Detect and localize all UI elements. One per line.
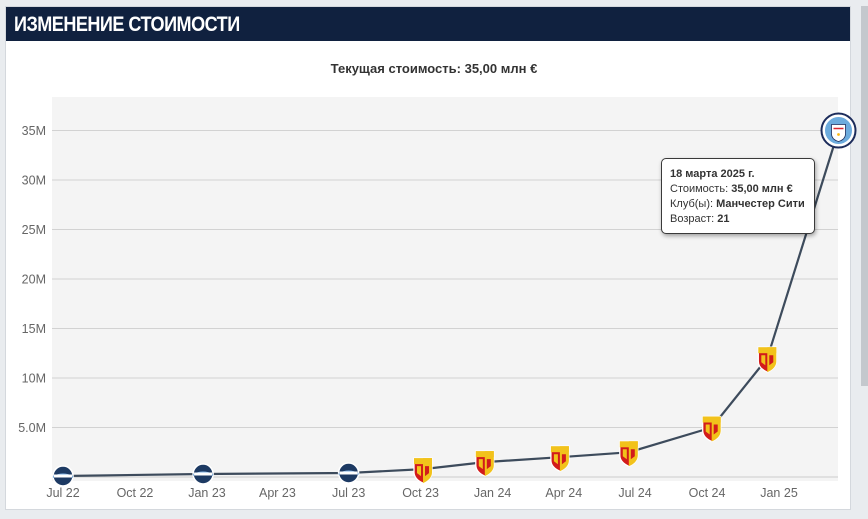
x-tick-label: Jul 24 bbox=[618, 486, 651, 500]
x-tick-label: Oct 22 bbox=[117, 486, 154, 500]
y-tick-label: 20M bbox=[22, 273, 46, 287]
rc-lens-crest-icon[interactable] bbox=[413, 457, 433, 484]
tooltip-age: 21 bbox=[717, 213, 730, 225]
le-havre-crest-icon[interactable] bbox=[192, 463, 214, 485]
le-havre-crest-icon[interactable] bbox=[337, 462, 360, 484]
tooltip-club-label: Клуб(ы): bbox=[670, 198, 714, 210]
x-tick-label: Jan 25 bbox=[760, 486, 798, 500]
widget-title: ИЗМЕНЕНИЕ СТОИМОСТИ bbox=[14, 13, 240, 36]
tooltip-value: 35,00 млн € bbox=[731, 183, 793, 195]
y-axis-ticks: 5.0M 10M 15M 20M 25M 30M 35M bbox=[18, 124, 46, 435]
y-tick-label: 35M bbox=[22, 124, 46, 138]
y-tick-label: 25M bbox=[22, 223, 46, 237]
rc-lens-crest-icon[interactable] bbox=[702, 415, 722, 443]
x-tick-label: Apr 23 bbox=[259, 486, 296, 500]
x-tick-label: Jan 23 bbox=[188, 486, 226, 500]
x-tick-label: Apr 24 bbox=[545, 486, 582, 500]
tooltip-age-label: Возраст: bbox=[670, 213, 715, 225]
tooltip-club: Манчестер Сити bbox=[716, 198, 805, 210]
tooltip-value-label: Стоимость: bbox=[670, 183, 729, 195]
x-tick-label: Jan 24 bbox=[474, 486, 512, 500]
x-axis-ticks: Jul 22 Oct 22 Jan 23 Apr 23 Jul 23 Oct 23 Jan … bbox=[46, 486, 797, 500]
rc-lens-crest-icon[interactable] bbox=[619, 440, 639, 468]
x-tick-label: Jul 22 bbox=[46, 486, 79, 500]
rc-lens-crest-icon[interactable] bbox=[550, 445, 570, 472]
value-tooltip: 18 марта 2025 г. Стоимость: 35,00 млн € … bbox=[661, 158, 815, 234]
x-tick-label: Jul 23 bbox=[332, 486, 365, 500]
rc-lens-crest-icon[interactable] bbox=[475, 450, 495, 477]
x-tick-label: Oct 24 bbox=[689, 486, 726, 500]
data-points bbox=[52, 112, 857, 487]
y-tick-label: 15M bbox=[22, 322, 46, 336]
current-value-subtitle: Текущая стоимость: 35,00 млн € bbox=[330, 61, 538, 76]
le-havre-crest-icon[interactable] bbox=[52, 465, 74, 487]
y-tick-label: 10M bbox=[22, 372, 46, 386]
widget-header: ИЗМЕНЕНИЕ СТОИМОСТИ bbox=[6, 7, 850, 41]
y-tick-label: 30M bbox=[22, 174, 46, 188]
scrollbar[interactable] bbox=[861, 6, 868, 386]
value-line bbox=[62, 130, 840, 478]
tooltip-date: 18 марта 2025 г. bbox=[670, 168, 755, 180]
x-tick-label: Oct 23 bbox=[402, 486, 439, 500]
y-tick-label: 5.0M bbox=[18, 421, 46, 435]
manchester-city-crest-icon[interactable] bbox=[820, 112, 857, 149]
rc-lens-crest-icon[interactable] bbox=[757, 346, 777, 373]
